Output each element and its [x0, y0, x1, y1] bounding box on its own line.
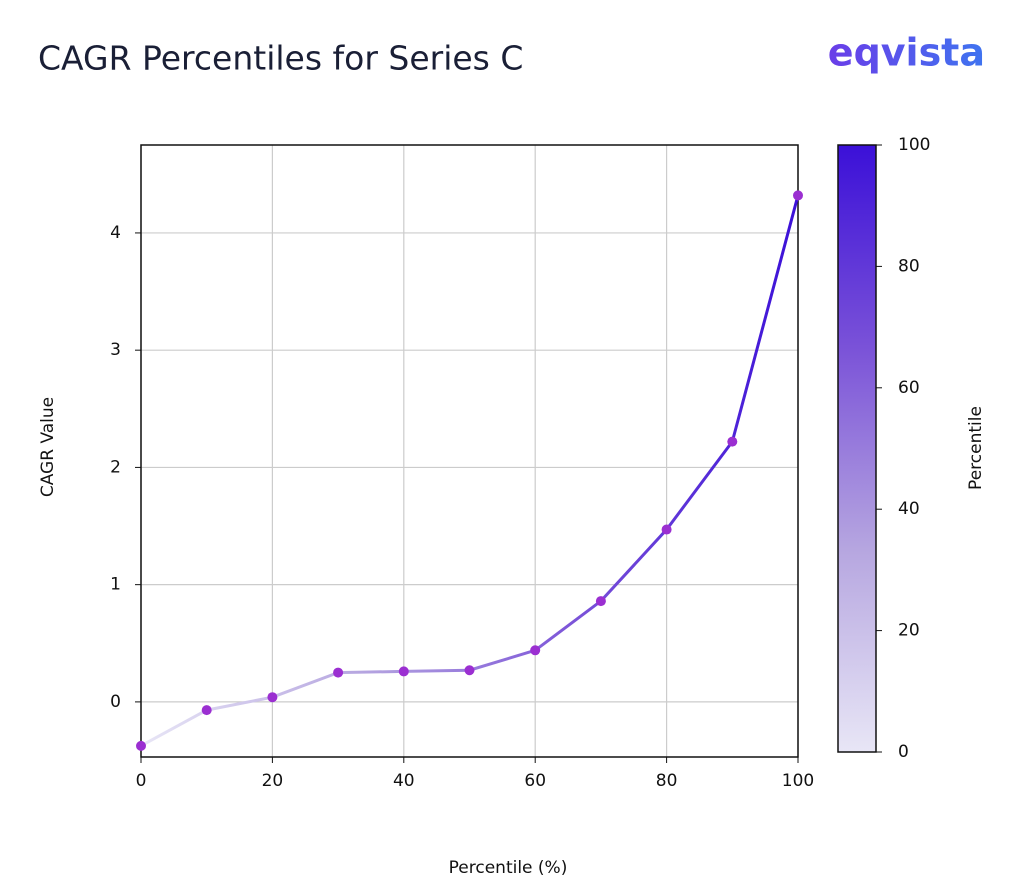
colorbar: [837, 144, 877, 753]
y-tick-label: 1: [110, 575, 121, 595]
colorbar-tick-label: 0: [898, 742, 909, 762]
x-tick-label: 60: [524, 771, 546, 791]
x-tick-label: 20: [262, 771, 284, 791]
marker: [464, 665, 475, 676]
chart-title: CAGR Percentiles for Series C: [38, 39, 523, 78]
line: [140, 195, 800, 748]
x-axis-label: Percentile (%): [449, 858, 568, 878]
marker: [398, 666, 409, 677]
marker: [136, 740, 146, 751]
marker: [661, 524, 672, 535]
y-tick-label: 2: [110, 457, 121, 477]
y-axis-label: CAGR Value: [38, 397, 58, 497]
marker: [793, 190, 803, 201]
plot-frame: [140, 144, 799, 758]
colorbar-label: Percentile: [966, 406, 986, 490]
y-tick-label: 3: [110, 340, 121, 360]
marker: [595, 596, 606, 607]
logo: eqvista: [828, 31, 985, 75]
marker: [201, 705, 212, 716]
x-tick-label: 0: [136, 771, 147, 791]
y-tick-label: 0: [110, 692, 121, 712]
marker: [267, 692, 278, 703]
x-tick-label: 100: [782, 771, 814, 791]
colorbar-tick-label: 20: [898, 621, 920, 641]
x-tick-label: 80: [656, 771, 678, 791]
marker: [333, 667, 344, 678]
colorbar-tick-label: 100: [898, 135, 930, 155]
colorbar-tick-label: 80: [898, 256, 920, 276]
colorbar-tick-label: 60: [898, 378, 920, 398]
y-tick-label: 4: [110, 223, 121, 243]
x-tick-label: 40: [393, 771, 415, 791]
marker: [727, 436, 738, 447]
marker: [530, 645, 541, 656]
colorbar-tick-label: 40: [898, 499, 920, 519]
